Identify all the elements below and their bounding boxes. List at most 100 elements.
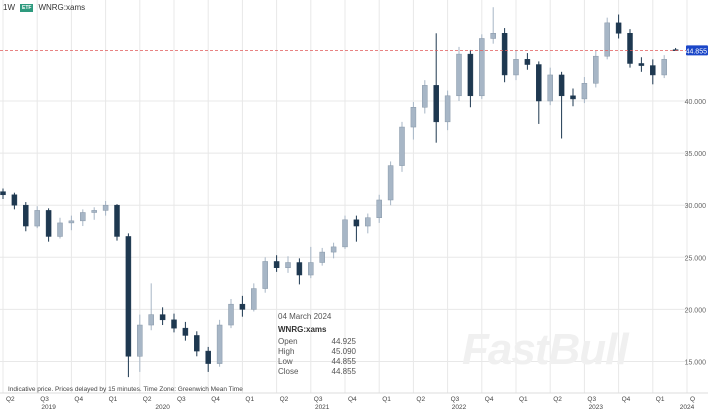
candle-body [80,212,86,222]
candles [0,7,679,378]
year-label: 2019 [41,404,56,410]
x-tick-label: Q3 [177,396,186,403]
candle-body [102,204,109,211]
candle-body [182,327,189,336]
candle-body [547,74,553,102]
candle-body [387,165,394,201]
tooltip-high: High 45.090 [278,347,356,356]
candle-body [570,95,576,100]
x-tick-label: Q4 [485,396,494,403]
candle-body [581,83,588,100]
candle-body [456,53,462,97]
x-tick-label: Q4 [348,396,357,403]
candle-body [330,246,337,253]
year-label: 2021 [315,404,330,410]
axes: 15.000 20.000 25.000 30.000 35.000 40.000 Q2 Q3… [0,45,708,410]
candle-body [410,107,417,128]
x-tick-label: Q4 [622,396,631,403]
candle-body [479,38,485,97]
x-tick-label: Q1 [656,396,665,403]
candle-body [422,85,428,108]
watermark-logo: FastBull [462,325,629,374]
candle-body [125,236,132,357]
year-label: 2020 [155,404,170,410]
ohlc-tooltip: 04 March 2024 WNRG:xams Open 44.925 High 4… [278,312,356,377]
candle-body [513,59,519,76]
y-tick-label: 15.000 [685,360,707,367]
interval-label[interactable]: 1W [3,3,15,12]
candle-body [650,65,656,76]
candle-body [262,261,268,289]
x-tick-label: Q1 [519,396,528,403]
candle-body [604,22,610,57]
last-price-label: 44.855 [686,48,708,55]
candle-body [308,262,314,276]
y-tick-label: 40.000 [685,99,707,106]
tooltip-date: 04 March 2024 [278,312,332,321]
candle-body [228,303,234,326]
candle-body [353,219,360,227]
last-price-badge [686,45,708,56]
candle-body [0,191,6,196]
candle-body [205,350,211,364]
year-label: 2023 [589,404,604,410]
candle-body [114,204,120,237]
y-tick-label: 25.000 [685,255,707,262]
x-tick-label: Q3 [40,396,49,403]
x-tick-label: Q1 [382,396,391,403]
candle-body [45,210,52,237]
candle-body [433,85,439,123]
x-tick-label: Q4 [211,396,220,403]
tooltip-close: Close 44.855 [278,367,356,376]
candle-body [615,22,622,34]
candle-body [501,33,508,76]
etf-badge: ETF [20,3,34,12]
x-tick-label: Q4 [74,396,83,403]
candle-body [239,303,246,310]
y-tick-label: 30.000 [685,203,707,210]
candle-body [558,74,565,97]
candle-body [319,251,325,263]
candle-body [91,210,97,213]
candle-body [148,314,154,326]
chart-header: 1W ETF WNRG:xams [3,3,85,12]
candle-body [194,335,200,352]
x-tick-label: Q2 [280,396,289,403]
footer-note: Indicative price. Prices delayed by 15 m… [8,386,243,393]
y-tick-label: 20.000 [685,307,707,314]
candle-body [296,262,303,276]
year-label: 2022 [452,404,467,410]
x-tick-label: Q2 [553,396,562,403]
tooltip-open: Open 44.925 [278,337,356,346]
x-tick-label: Q2 [416,396,425,403]
candle-body [251,288,257,310]
candle-body [216,324,223,364]
candle-body [159,314,166,321]
symbol-label: WNRG:xams [38,3,86,12]
candle-body [536,64,542,102]
candle-body [365,217,371,227]
candle-body [57,222,63,237]
y-tick-label: 35.000 [685,151,707,158]
candle-body [137,324,143,357]
candle-body [285,262,291,268]
candle-body [661,59,667,76]
candle-body [342,219,348,248]
x-tick-label: Q3 [587,396,596,403]
year-label: 2024 [680,404,695,410]
tooltip-symbol: WNRG:xams [278,325,327,334]
candle-body [376,199,382,218]
candle-body [34,210,40,227]
candle-body [399,126,405,166]
x-tick-label: Q2 [6,396,15,403]
x-tick-label: Q2 [143,396,152,403]
candle-body [627,33,633,64]
candle-body [444,95,451,123]
tooltip-low: Low 44.855 [278,357,356,366]
candle-body [467,53,474,97]
candle-body [638,63,645,66]
candle-body [524,59,531,65]
x-tick-label: Q3 [451,396,460,403]
candle-body [593,55,599,84]
